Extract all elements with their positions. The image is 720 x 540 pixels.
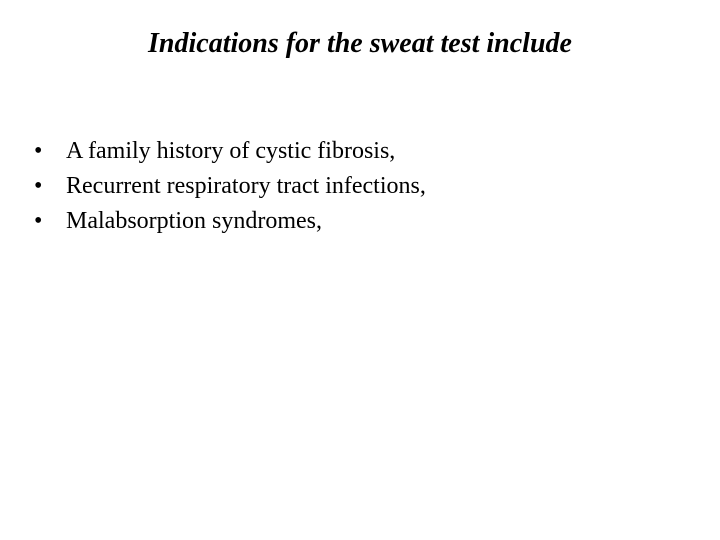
bullet-text: A family history of cystic fibrosis, — [66, 134, 690, 169]
bullet-icon: • — [30, 204, 66, 239]
list-item: • A family history of cystic fibrosis, — [30, 134, 690, 169]
bullet-text: Malabsorption syndromes, — [66, 204, 690, 239]
bullet-icon: • — [30, 134, 66, 169]
slide-title: Indications for the sweat test include — [0, 28, 720, 60]
bullet-icon: • — [30, 169, 66, 204]
bullet-list: • A family history of cystic fibrosis, •… — [30, 134, 690, 238]
list-item: • Malabsorption syndromes, — [30, 204, 690, 239]
bullet-text: Recurrent respiratory tract infections, — [66, 169, 690, 204]
list-item: • Recurrent respiratory tract infections… — [30, 169, 690, 204]
